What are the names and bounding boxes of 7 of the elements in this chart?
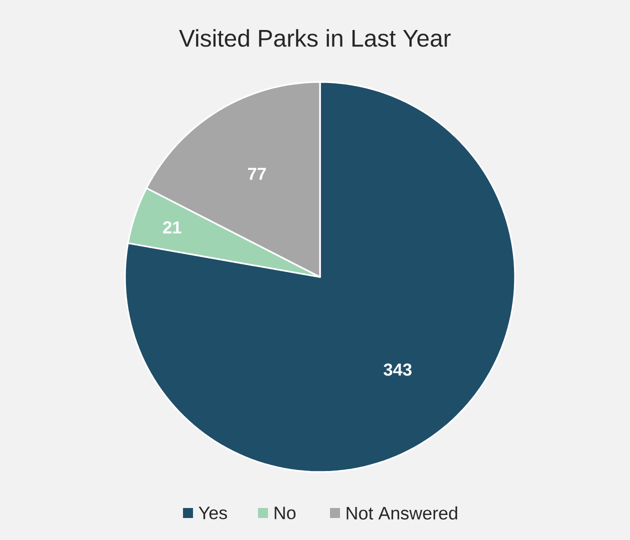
chart-title: Visited Parks in Last Year [179,29,451,47]
legend-label: No [274,506,296,520]
legend-label: Yes [198,506,227,520]
data-label: 21 [163,221,182,234]
legend-label: Not Answered [346,506,458,520]
data-label: 77 [248,168,266,180]
data-label: 343 [384,363,412,376]
